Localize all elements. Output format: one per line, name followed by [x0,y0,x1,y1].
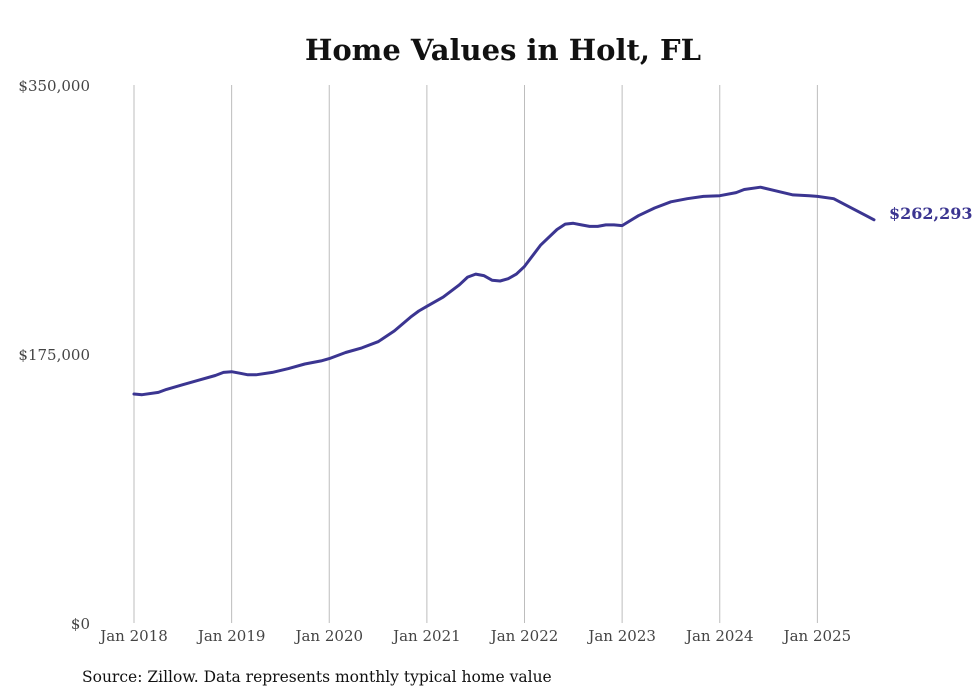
gridlines [133,85,818,623]
y-axis-ticks: $0 $175,000 $350,000 [18,77,90,633]
chart-title: Home Values in Holt, FL [305,33,701,67]
x-tick-label: Jan 2020 [293,627,363,645]
series-group: $262,293 [132,185,973,397]
y-tick-label: $350,000 [18,77,90,95]
x-axis-ticks: Jan 2018 Jan 2019 Jan 2020 Jan 2021 Jan 2022… [98,627,851,645]
series-line [132,185,876,397]
x-tick-label: Jan 2024 [684,627,754,645]
x-tick-label: Jan 2018 [98,627,168,645]
y-tick-label: $175,000 [18,346,90,364]
end-value-label: $262,293 [889,204,973,223]
x-tick-label: Jan 2025 [782,627,852,645]
x-tick-label: Jan 2021 [391,627,461,645]
x-tick-label: Jan 2022 [489,627,559,645]
source-note: Source: Zillow. Data represents monthly … [82,668,552,686]
y-tick-label: $0 [71,615,90,633]
x-tick-label: Jan 2019 [196,627,266,645]
x-tick-label: Jan 2023 [586,627,656,645]
